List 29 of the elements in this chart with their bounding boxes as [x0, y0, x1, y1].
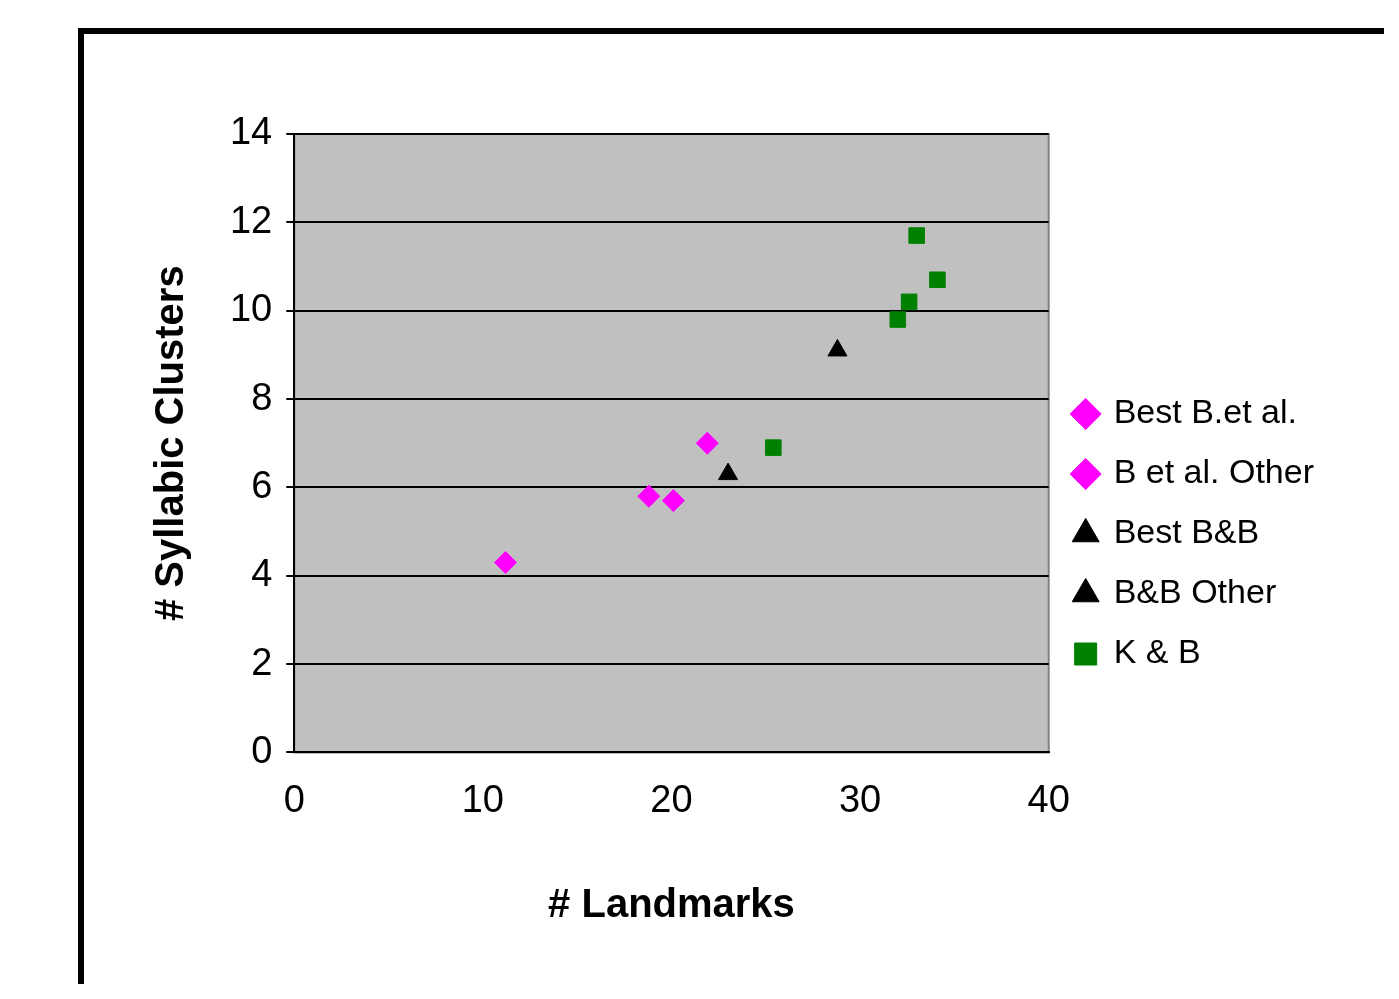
y-tick-label: 8	[251, 375, 273, 418]
y-tick-label: 10	[229, 287, 273, 330]
legend-label: Best B.et al.	[1113, 392, 1298, 431]
point	[908, 227, 925, 244]
legend-label: B&B Other	[1113, 572, 1277, 611]
x-tick-label: 0	[283, 777, 305, 820]
legend-label: Best B&B	[1113, 512, 1260, 551]
point	[900, 293, 918, 311]
y-tick-label: 0	[251, 728, 273, 771]
y-tick-label: 2	[251, 640, 273, 683]
point	[765, 439, 782, 456]
x-tick-label: 10	[461, 777, 505, 820]
y-tick-label: 14	[229, 110, 273, 153]
point	[637, 484, 661, 508]
y-axis-title: # Syllabic Clusters	[147, 265, 192, 622]
point	[929, 271, 946, 289]
legend-label: K & B	[1113, 632, 1201, 671]
x-tick-label: 20	[650, 777, 693, 820]
y-tick-label: 12	[229, 198, 273, 241]
point	[661, 489, 685, 513]
point	[695, 431, 719, 455]
x-tick-label: 30	[838, 777, 882, 820]
legend-label: B et al. Other	[1113, 452, 1315, 491]
point	[494, 550, 518, 574]
point	[889, 311, 907, 328]
x-axis-title: # Landmarks	[548, 881, 795, 926]
y-tick-label: 6	[251, 463, 273, 506]
x-tick-label: 40	[1027, 777, 1070, 820]
y-tick-label: 4	[251, 552, 273, 595]
